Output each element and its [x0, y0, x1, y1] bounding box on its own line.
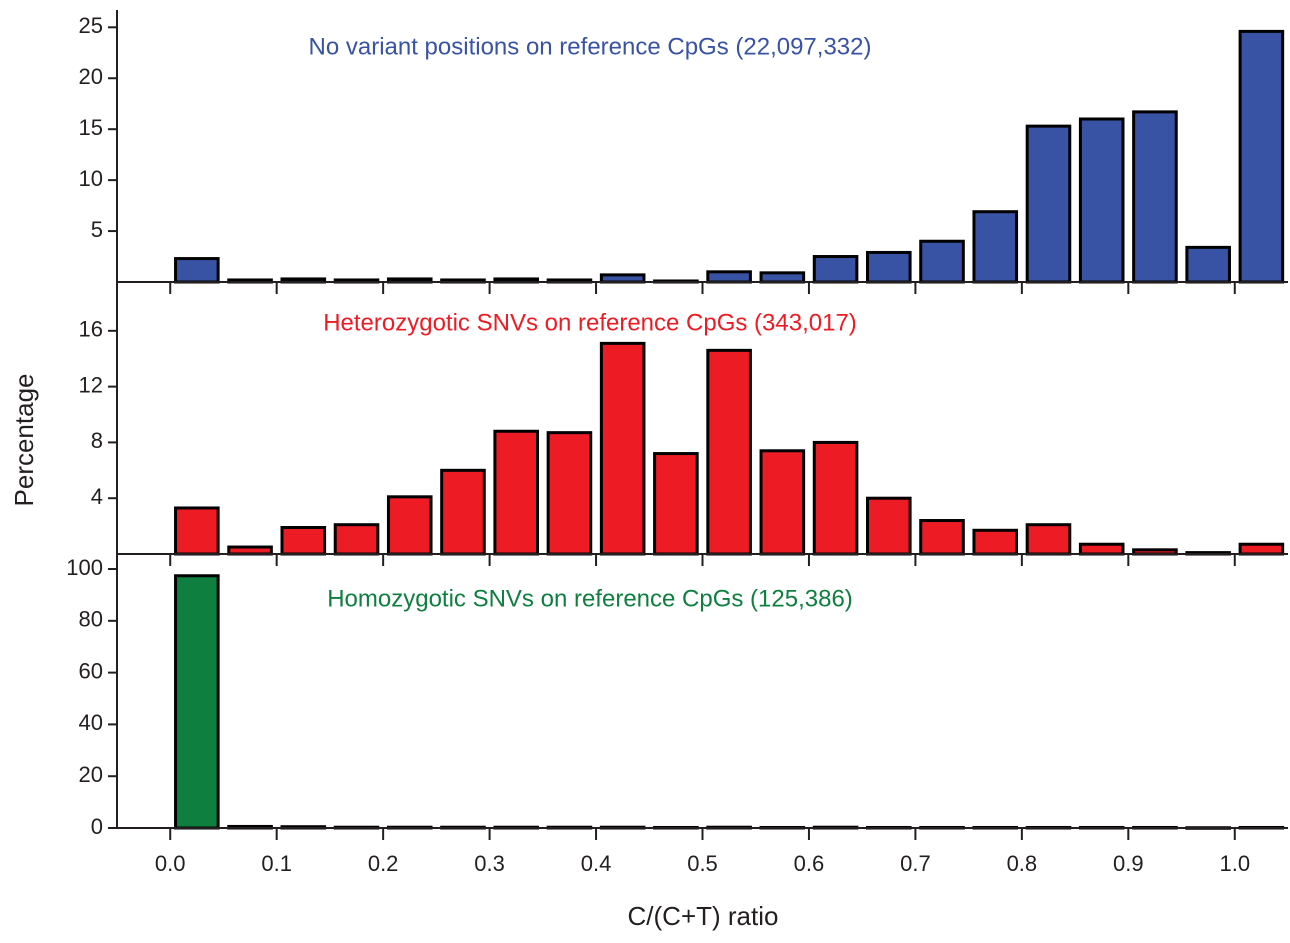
x-tick-label: 0.0	[155, 851, 186, 876]
bar	[280, 525, 327, 556]
bar	[706, 270, 752, 284]
bar	[1238, 29, 1285, 284]
bar	[174, 257, 220, 284]
y-tick-label: 8	[91, 428, 103, 453]
x-tick-label: 0.8	[1007, 851, 1038, 876]
y-tick-label: 4	[91, 484, 103, 509]
bar	[174, 574, 220, 830]
y-tick-label: 20	[79, 64, 103, 89]
y-tick-label: 25	[79, 13, 103, 38]
x-tick-label: 0.6	[794, 851, 825, 876]
annotation: Homozygotic SNVs on reference CpGs (125,…	[327, 585, 853, 612]
x-axis-label: C/(C+T) ratio	[628, 901, 779, 931]
bar	[812, 440, 859, 556]
bar	[866, 496, 912, 556]
bar	[866, 250, 912, 284]
bar	[1025, 523, 1072, 556]
bar	[972, 528, 1019, 556]
x-tick-label: 0.5	[687, 851, 718, 876]
bar	[1185, 245, 1231, 284]
bar	[759, 449, 806, 556]
y-tick-label: 12	[79, 372, 103, 397]
bar	[493, 429, 539, 556]
y-tick-label: 100	[66, 555, 103, 580]
x-tick-label: 0.7	[900, 851, 931, 876]
bar	[386, 495, 433, 556]
x-tick-label: 0.3	[474, 851, 505, 876]
bar	[759, 271, 806, 284]
bar	[1238, 542, 1285, 556]
y-axis-label: Percentage	[9, 374, 39, 507]
bar	[227, 545, 273, 556]
y-tick-label: 10	[79, 166, 103, 191]
bar	[546, 431, 593, 556]
bar	[919, 239, 965, 284]
y-tick-label: 15	[79, 115, 103, 140]
bar	[599, 273, 646, 284]
y-tick-label: 80	[79, 607, 103, 632]
bar	[440, 468, 486, 556]
y-tick-label: 40	[79, 710, 103, 735]
bar	[653, 452, 699, 556]
bar	[1078, 117, 1125, 284]
y-tick-label: 5	[91, 217, 103, 242]
bar	[972, 210, 1019, 284]
y-tick-label: 0	[91, 814, 103, 839]
bar	[919, 519, 965, 556]
annotation: No variant positions on reference CpGs (…	[309, 33, 872, 60]
bar	[599, 341, 646, 556]
bar	[333, 523, 380, 556]
x-tick-label: 0.9	[1113, 851, 1144, 876]
x-tick-label: 0.2	[368, 851, 399, 876]
bar	[706, 348, 752, 556]
y-tick-label: 20	[79, 762, 103, 787]
bar	[174, 506, 220, 556]
bar	[812, 255, 859, 284]
annotation: Heterozygotic SNVs on reference CpGs (34…	[323, 309, 857, 336]
y-tick-label: 16	[79, 317, 103, 342]
bar	[1078, 542, 1125, 556]
x-tick-label: 0.4	[581, 851, 612, 876]
bar	[1025, 124, 1072, 284]
y-tick-label: 60	[79, 658, 103, 683]
x-tick-label: 0.1	[261, 851, 292, 876]
x-tick-label: 1.0	[1219, 851, 1250, 876]
bar	[1132, 110, 1178, 284]
